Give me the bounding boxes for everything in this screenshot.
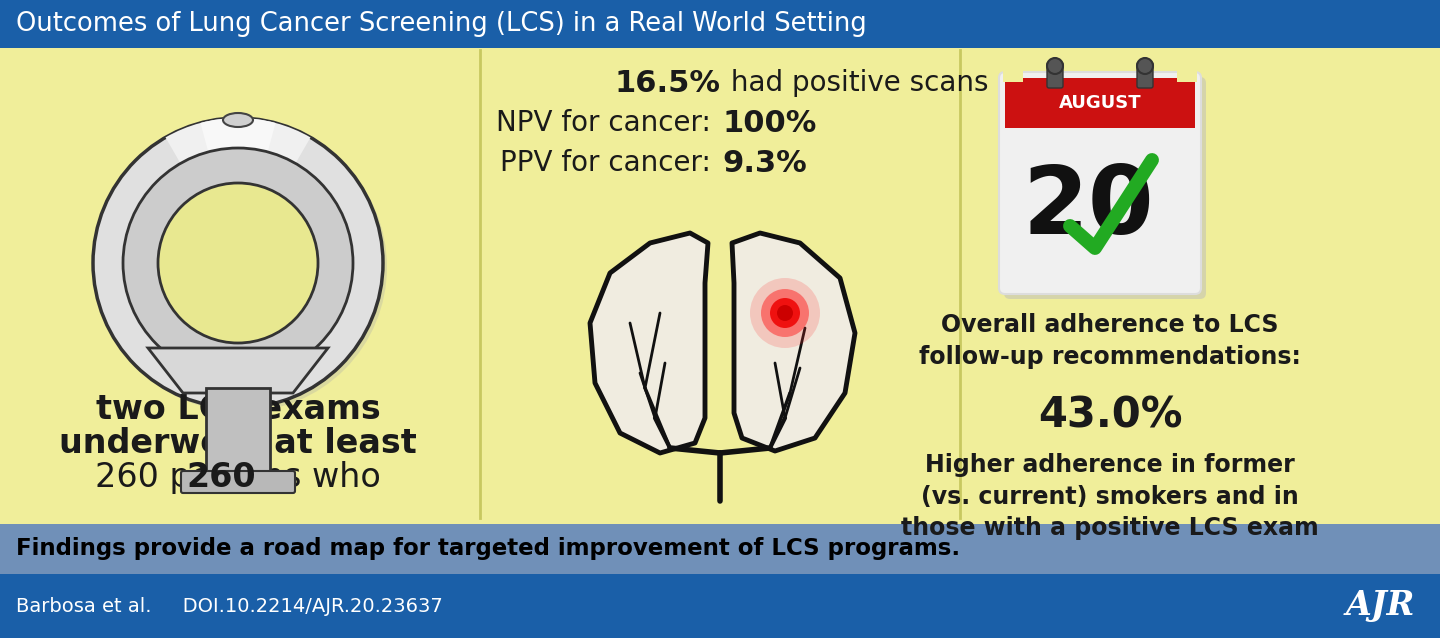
Text: two LCS exams: two LCS exams [95,393,380,426]
Text: AUGUST: AUGUST [1058,94,1142,112]
Polygon shape [732,233,855,451]
FancyBboxPatch shape [1138,62,1153,88]
Text: had positive scans: had positive scans [721,69,988,97]
Circle shape [94,118,383,408]
Text: 16.5%: 16.5% [613,68,720,98]
Polygon shape [590,233,708,453]
Ellipse shape [96,122,387,412]
Wedge shape [166,118,311,263]
Circle shape [1047,58,1063,74]
FancyBboxPatch shape [206,388,271,483]
Text: Barbosa et al.     DOI.10.2214/AJR.20.23637: Barbosa et al. DOI.10.2214/AJR.20.23637 [16,597,442,616]
Circle shape [122,148,353,378]
Text: 9.3%: 9.3% [721,149,806,177]
FancyBboxPatch shape [1047,62,1063,88]
FancyBboxPatch shape [0,48,1440,524]
FancyBboxPatch shape [1176,62,1197,82]
Text: 100%: 100% [721,108,816,138]
Text: Outcomes of Lung Cancer Screening (LCS) in a Real World Setting: Outcomes of Lung Cancer Screening (LCS) … [16,11,867,37]
Text: Overall adherence to LCS
follow-up recommendations:: Overall adherence to LCS follow-up recom… [919,313,1300,369]
FancyBboxPatch shape [181,471,295,493]
Circle shape [770,298,801,328]
Text: PPV for cancer:: PPV for cancer: [500,149,720,177]
Polygon shape [148,348,328,393]
Circle shape [760,289,809,337]
Text: Findings provide a road map for targeted improvement of LCS programs.: Findings provide a road map for targeted… [16,537,960,561]
Text: Higher adherence in former
(vs. current) smokers and in
those with a positive LC: Higher adherence in former (vs. current)… [901,453,1319,540]
Circle shape [1138,58,1153,74]
Ellipse shape [223,113,253,127]
FancyBboxPatch shape [0,524,1440,574]
Text: 43.0%: 43.0% [1038,395,1182,437]
Circle shape [778,305,793,321]
FancyBboxPatch shape [0,0,1440,48]
FancyBboxPatch shape [1004,77,1207,299]
Text: NPV for cancer:: NPV for cancer: [497,109,720,137]
Circle shape [158,183,318,343]
Text: AJR: AJR [1345,590,1416,623]
Text: 260 persons who: 260 persons who [65,463,412,497]
Wedge shape [200,118,275,263]
FancyBboxPatch shape [1004,62,1022,82]
Text: 260: 260 [200,463,275,497]
Text: underwent at least: underwent at least [59,427,416,460]
FancyBboxPatch shape [0,574,1440,638]
Text: 20: 20 [1022,162,1153,254]
Text: 260 persons who: 260 persons who [95,461,382,494]
Circle shape [750,278,819,348]
Text: 260: 260 [186,461,256,494]
FancyBboxPatch shape [1005,78,1195,128]
FancyBboxPatch shape [999,72,1201,294]
